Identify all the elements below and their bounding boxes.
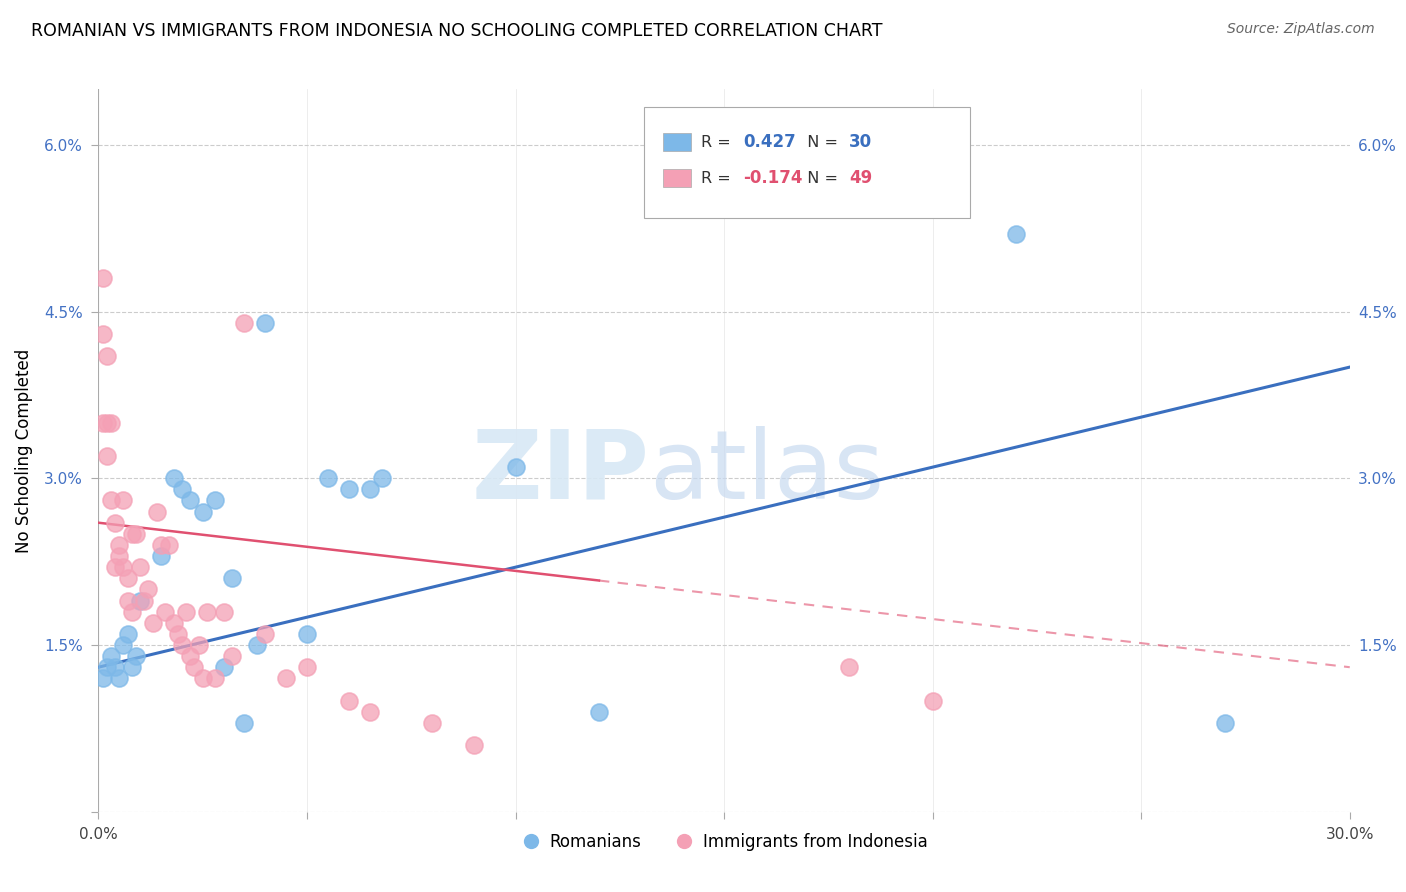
Point: [246, 638, 269, 652]
Point: [121, 526, 143, 541]
Point: [129, 560, 152, 574]
Point: [146, 505, 169, 519]
Point: [91, 416, 114, 430]
Text: Source: ZipAtlas.com: Source: ZipAtlas.com: [1227, 22, 1375, 37]
Point: [174, 605, 197, 619]
Point: [179, 493, 201, 508]
Text: 0.427: 0.427: [744, 134, 796, 152]
Point: [170, 638, 193, 652]
Point: [125, 526, 148, 541]
Point: [112, 493, 135, 508]
Point: [337, 693, 360, 707]
Point: [100, 416, 122, 430]
Point: [295, 627, 318, 641]
Point: [153, 605, 176, 619]
Point: [371, 471, 394, 485]
Point: [117, 571, 139, 585]
Point: [134, 593, 156, 607]
Point: [91, 326, 114, 341]
Point: [96, 349, 118, 363]
Point: [121, 605, 143, 619]
Point: [505, 460, 527, 475]
Point: [100, 493, 122, 508]
Point: [104, 516, 127, 530]
Point: [359, 483, 381, 497]
Point: [274, 671, 298, 685]
Y-axis label: No Schooling Completed: No Schooling Completed: [15, 349, 34, 552]
Point: [204, 671, 226, 685]
Point: [91, 671, 114, 685]
Point: [254, 627, 277, 641]
Point: [1213, 715, 1236, 730]
Point: [112, 560, 135, 574]
Point: [150, 538, 173, 552]
Point: [1005, 227, 1028, 241]
Point: [838, 660, 860, 674]
Point: [166, 627, 188, 641]
Point: [96, 416, 118, 430]
Point: [204, 493, 226, 508]
Point: [129, 593, 152, 607]
Point: [125, 649, 148, 664]
Point: [921, 693, 943, 707]
Point: [157, 538, 180, 552]
Point: [187, 638, 209, 652]
Point: [121, 660, 143, 674]
Point: [221, 649, 243, 664]
Point: [117, 627, 139, 641]
Point: [104, 560, 127, 574]
Point: [162, 615, 184, 630]
Point: [104, 660, 127, 674]
Point: [142, 615, 165, 630]
Point: [138, 582, 160, 597]
Point: [420, 715, 443, 730]
Point: [212, 660, 235, 674]
Text: N =: N =: [797, 135, 844, 150]
Point: [233, 316, 256, 330]
Text: R =: R =: [702, 170, 737, 186]
Point: [170, 483, 193, 497]
Point: [91, 271, 114, 285]
Text: 30: 30: [849, 134, 872, 152]
Point: [195, 605, 218, 619]
Point: [179, 649, 201, 664]
Text: 49: 49: [849, 169, 872, 187]
Point: [183, 660, 205, 674]
Point: [212, 605, 235, 619]
Point: [233, 715, 256, 730]
Point: [316, 471, 339, 485]
Point: [588, 705, 610, 719]
Point: [191, 671, 214, 685]
Point: [112, 638, 135, 652]
Point: [108, 671, 131, 685]
Point: [295, 660, 318, 674]
Point: [96, 449, 118, 463]
Text: N =: N =: [797, 170, 844, 186]
Point: [221, 571, 243, 585]
Point: [254, 316, 277, 330]
Point: [108, 538, 131, 552]
Point: [150, 549, 173, 563]
Text: -0.174: -0.174: [744, 169, 803, 187]
Point: [191, 505, 214, 519]
Legend: Romanians, Immigrants from Indonesia: Romanians, Immigrants from Indonesia: [515, 826, 934, 857]
Point: [162, 471, 184, 485]
Point: [359, 705, 381, 719]
Text: ZIP: ZIP: [471, 425, 650, 518]
Text: atlas: atlas: [650, 425, 884, 518]
Text: R =: R =: [702, 135, 737, 150]
Text: ROMANIAN VS IMMIGRANTS FROM INDONESIA NO SCHOOLING COMPLETED CORRELATION CHART: ROMANIAN VS IMMIGRANTS FROM INDONESIA NO…: [31, 22, 883, 40]
Point: [108, 549, 131, 563]
Point: [117, 593, 139, 607]
Point: [337, 483, 360, 497]
Point: [96, 660, 118, 674]
Point: [463, 738, 485, 752]
Point: [100, 649, 122, 664]
